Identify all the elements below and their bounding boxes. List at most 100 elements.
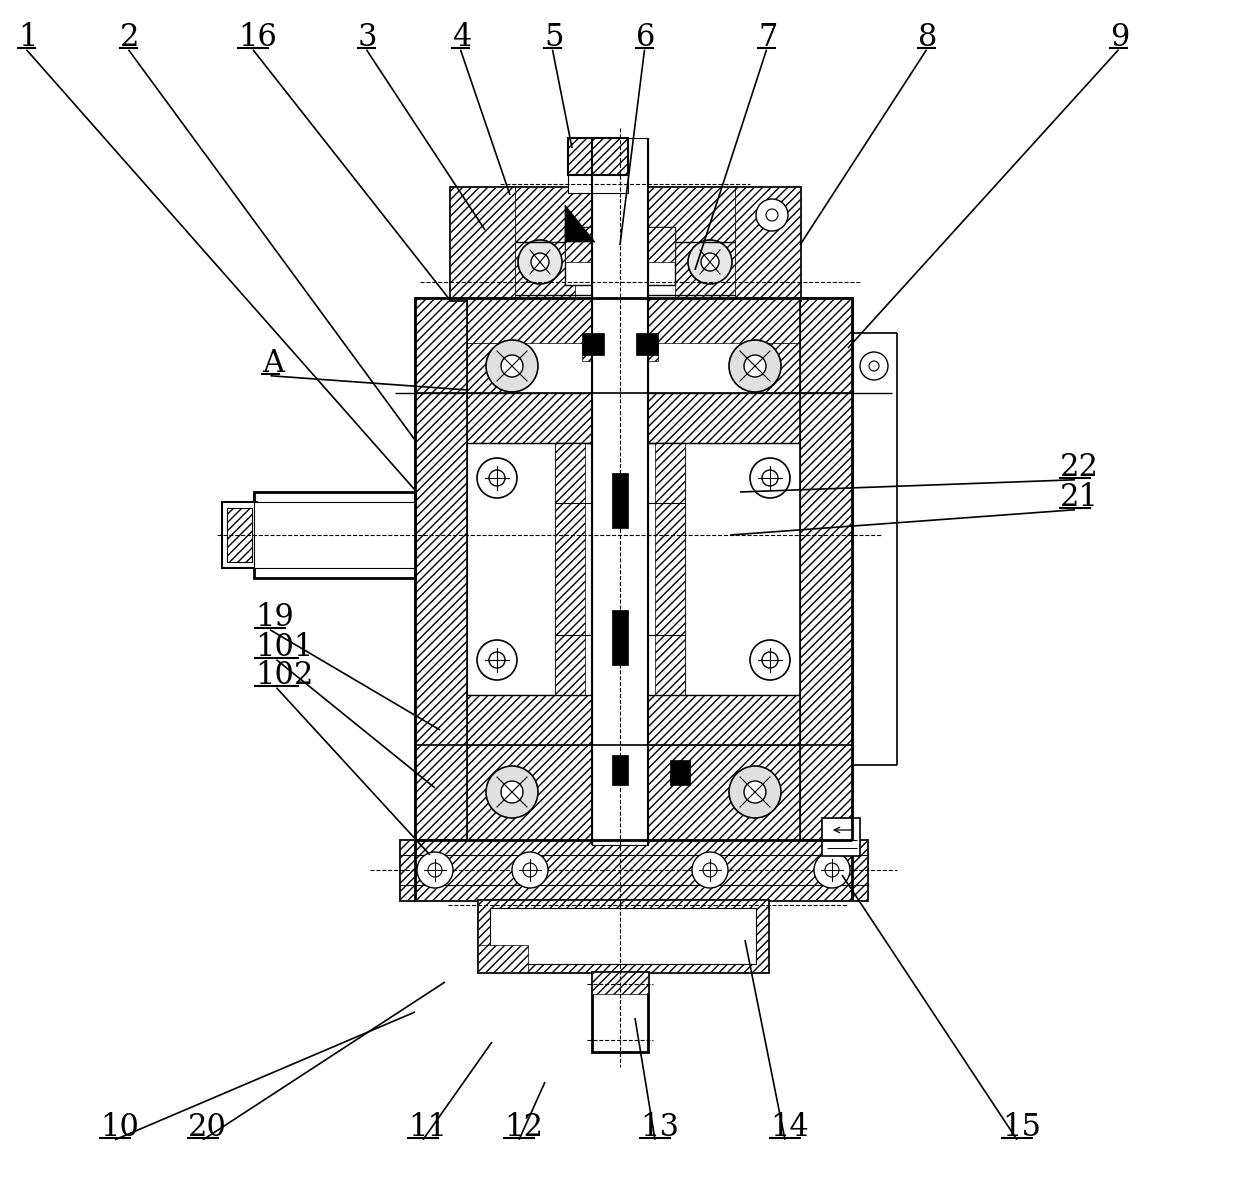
Bar	[467, 393, 800, 443]
Circle shape	[813, 852, 849, 888]
Circle shape	[766, 209, 777, 221]
Text: 13: 13	[640, 1112, 680, 1143]
Bar	[735, 187, 800, 300]
Circle shape	[477, 458, 517, 498]
Text: 19: 19	[255, 602, 294, 633]
Bar	[591, 972, 649, 1052]
Circle shape	[729, 340, 781, 392]
Bar	[582, 343, 658, 362]
Text: 4: 4	[453, 22, 471, 53]
Bar	[556, 443, 684, 745]
Text: 101: 101	[255, 632, 314, 663]
Text: 10: 10	[100, 1112, 139, 1143]
Circle shape	[729, 766, 781, 818]
Bar	[477, 945, 528, 972]
Bar	[568, 175, 627, 193]
Bar	[401, 839, 867, 900]
Text: 12: 12	[503, 1112, 543, 1143]
Bar	[556, 443, 585, 745]
Bar	[565, 227, 675, 262]
Circle shape	[428, 864, 441, 877]
Text: 8: 8	[918, 22, 937, 53]
Bar	[655, 443, 684, 745]
Bar	[477, 900, 768, 972]
Text: 15: 15	[1002, 1112, 1042, 1143]
Circle shape	[825, 864, 839, 877]
Text: 20: 20	[188, 1112, 227, 1143]
Bar	[222, 502, 257, 568]
Text: 16: 16	[238, 22, 277, 53]
Circle shape	[688, 240, 732, 283]
Bar	[670, 760, 689, 785]
Text: 1: 1	[19, 22, 37, 53]
Text: 5: 5	[544, 22, 563, 53]
Circle shape	[501, 355, 523, 377]
Bar	[467, 298, 800, 343]
Circle shape	[692, 852, 728, 888]
Bar	[415, 298, 852, 839]
Text: 9: 9	[1110, 22, 1130, 53]
Circle shape	[477, 640, 517, 680]
Circle shape	[861, 352, 888, 380]
Circle shape	[523, 864, 537, 877]
Text: 6: 6	[636, 22, 656, 53]
Bar	[613, 473, 627, 528]
Bar	[467, 745, 800, 839]
Circle shape	[744, 355, 766, 377]
Bar	[591, 138, 649, 846]
Bar	[613, 610, 627, 665]
Bar	[467, 343, 517, 393]
Text: 7: 7	[758, 22, 777, 53]
Text: 2: 2	[120, 22, 140, 53]
Bar	[467, 695, 800, 745]
Bar	[415, 298, 467, 839]
Bar	[636, 333, 658, 355]
Bar	[515, 241, 575, 307]
Text: 21: 21	[1060, 482, 1099, 513]
Bar	[450, 187, 515, 300]
Bar	[568, 138, 627, 175]
Circle shape	[486, 766, 538, 818]
Polygon shape	[565, 205, 595, 241]
Circle shape	[489, 470, 505, 486]
Text: A: A	[262, 348, 284, 380]
Circle shape	[750, 640, 790, 680]
Circle shape	[518, 240, 562, 283]
Circle shape	[763, 652, 777, 668]
Circle shape	[756, 199, 787, 231]
Circle shape	[512, 852, 548, 888]
Bar	[800, 298, 852, 839]
Bar	[401, 839, 867, 900]
Bar	[254, 492, 415, 578]
Circle shape	[703, 864, 717, 877]
Bar	[515, 187, 735, 241]
Bar	[675, 241, 735, 307]
Bar	[467, 443, 556, 695]
Circle shape	[489, 652, 505, 668]
Bar	[490, 908, 756, 964]
Circle shape	[744, 781, 766, 803]
Text: 11: 11	[408, 1112, 446, 1143]
Bar	[450, 187, 800, 300]
Bar	[613, 755, 627, 785]
Bar	[254, 502, 415, 568]
Bar	[591, 972, 649, 994]
Bar	[750, 343, 800, 393]
Circle shape	[486, 340, 538, 392]
Circle shape	[750, 458, 790, 498]
Bar	[227, 508, 252, 562]
Text: 14: 14	[770, 1112, 808, 1143]
Circle shape	[701, 253, 719, 271]
Bar	[582, 333, 604, 355]
Circle shape	[531, 253, 549, 271]
Text: 22: 22	[1060, 452, 1099, 483]
Bar	[477, 900, 768, 972]
Text: 3: 3	[358, 22, 377, 53]
Bar	[684, 443, 800, 695]
Circle shape	[763, 470, 777, 486]
Circle shape	[501, 781, 523, 803]
Bar	[822, 818, 861, 856]
Text: 102: 102	[255, 661, 314, 691]
Circle shape	[869, 362, 879, 371]
Circle shape	[417, 852, 453, 888]
